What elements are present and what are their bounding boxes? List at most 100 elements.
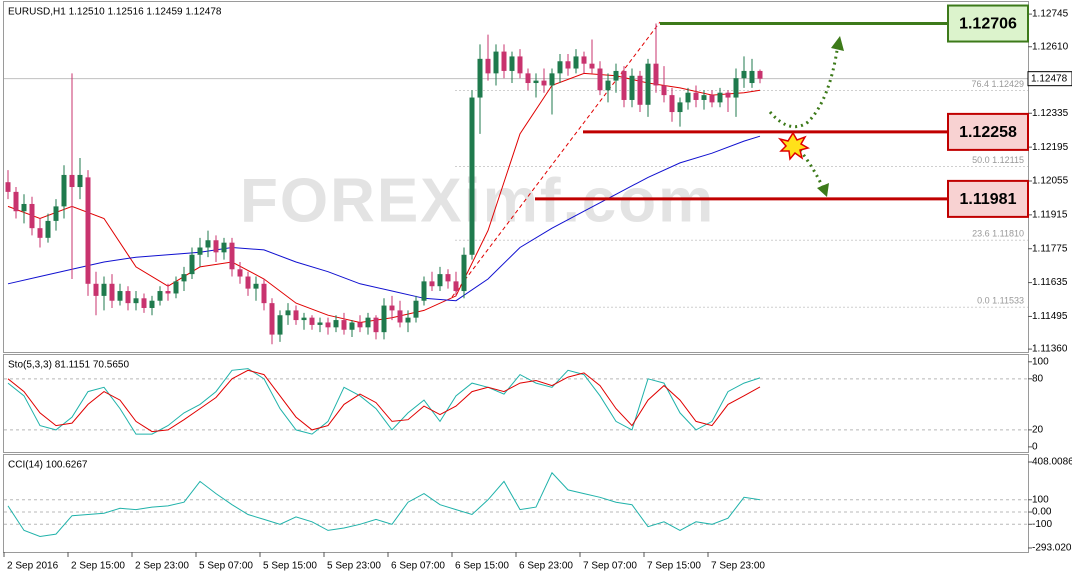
x-tick-label: 6 Sep 23:00 — [519, 561, 573, 572]
candle-body — [741, 70, 747, 79]
panel-title: EURUSD,H1 1.12510 1.12516 1.12459 1.1247… — [8, 7, 222, 18]
candle-body — [5, 182, 11, 192]
candle-body — [253, 283, 259, 289]
y-tick-label: 80 — [1032, 373, 1044, 384]
candle-body — [285, 310, 291, 316]
candle-body — [605, 80, 611, 91]
candle-body — [125, 291, 131, 304]
candle-body — [709, 95, 715, 103]
y-tick-label: 0 — [1032, 442, 1038, 453]
scenario-arrow — [768, 43, 840, 129]
candle-body — [213, 240, 219, 253]
candle-body — [141, 298, 147, 308]
candle-body — [661, 85, 667, 96]
candle-body — [565, 61, 571, 69]
price-level-label: 1.12258 — [959, 124, 1017, 141]
y-tick-label: 1.12195 — [1032, 142, 1069, 153]
last-price: 1.12478 — [1031, 73, 1068, 84]
candle-body — [597, 68, 603, 91]
candle-body — [301, 317, 307, 321]
candle-body — [221, 242, 227, 253]
candle-body — [429, 281, 435, 287]
candle-body — [549, 73, 555, 86]
candle-body — [717, 92, 723, 103]
trend-line — [451, 21, 661, 298]
price-level-box — [947, 179, 1029, 218]
x-tick-label: 5 Sep 23:00 — [327, 561, 381, 572]
candle-body — [573, 56, 579, 69]
candle-body — [269, 303, 275, 335]
candle-body — [381, 305, 387, 333]
candle-body — [725, 92, 731, 98]
candle-body — [325, 322, 331, 328]
y-tick-label: 1.11635 — [1032, 277, 1068, 288]
candle-body — [405, 317, 411, 323]
candle-body — [581, 56, 587, 64]
candle-body — [557, 61, 563, 74]
candle-body — [117, 291, 123, 301]
panel-title: Sto(5,3,3) 81.1151 70.5650 — [8, 360, 129, 371]
y-tick-label: -293.0203 — [1032, 543, 1072, 554]
candle-body — [749, 70, 755, 84]
x-tick-label: 7 Sep 23:00 — [711, 561, 765, 572]
candle-body — [197, 247, 203, 255]
y-tick-label: 1.12610 — [1032, 41, 1069, 52]
candle-body — [685, 92, 691, 103]
candle-body — [293, 310, 299, 321]
candle-body — [189, 254, 195, 275]
y-tick-label: -100 — [1032, 519, 1052, 530]
stoch-panel — [3, 354, 1029, 453]
x-tick-label: 5 Sep 07:00 — [199, 561, 253, 572]
candle-body — [149, 300, 155, 308]
candle-body — [349, 322, 355, 330]
candle-body — [629, 75, 635, 100]
candle-body — [509, 56, 515, 71]
candle-body — [613, 70, 619, 81]
candle-body — [45, 220, 51, 238]
watermark: FOREXimf.com — [240, 166, 715, 235]
y-tick-label: 1.12335 — [1032, 108, 1069, 119]
y-tick-label: 0.00 — [1032, 507, 1052, 518]
x-tick-label: 2 Sep 23:00 — [135, 561, 189, 572]
y-tick-label: 1.11915 — [1032, 209, 1068, 220]
y-tick-label: 100 — [1032, 494, 1049, 505]
candle-body — [453, 281, 459, 292]
candle-body — [237, 269, 243, 277]
candle-body — [445, 274, 451, 282]
price-level-label: 1.12706 — [959, 16, 1017, 33]
candle-body — [61, 174, 67, 207]
last-price-box — [1027, 71, 1072, 87]
candle-body — [757, 70, 763, 79]
candle-body — [261, 283, 267, 304]
x-tick-label: 2 Sep 15:00 — [71, 561, 125, 572]
x-tick-label: 6 Sep 15:00 — [455, 561, 509, 572]
candle-body — [653, 63, 659, 86]
candle-body — [493, 51, 499, 74]
candle-body — [21, 203, 27, 212]
panel-title: CCI(14) 100.6267 — [8, 460, 88, 471]
candle-body — [133, 298, 139, 304]
candle-body — [229, 242, 235, 270]
candle-body — [365, 317, 371, 328]
candle-body — [733, 78, 739, 98]
candle-body — [421, 281, 427, 301]
main-panel — [3, 1, 1029, 353]
arrowhead — [831, 36, 844, 51]
candle-body — [69, 174, 75, 188]
candle-body — [461, 254, 467, 292]
candle-body — [525, 73, 531, 84]
candle-body — [501, 51, 507, 71]
y-tick-label: 1.11495 — [1032, 311, 1068, 322]
candle-body — [13, 191, 19, 212]
x-tick-label: 2 Sep 2016 — [7, 561, 59, 572]
candle-body — [477, 58, 483, 98]
candle-body — [397, 310, 403, 323]
y-tick-label: 1.11360 — [1032, 344, 1068, 355]
x-tick-label: 6 Sep 07:00 — [391, 561, 445, 572]
price-level-box — [947, 112, 1029, 151]
candle-body — [621, 70, 627, 100]
candle-body — [157, 291, 163, 301]
candle-body — [181, 274, 187, 282]
fibo-label: 0.0 1.11533 — [977, 296, 1024, 306]
price-level-label: 1.11981 — [960, 191, 1017, 208]
